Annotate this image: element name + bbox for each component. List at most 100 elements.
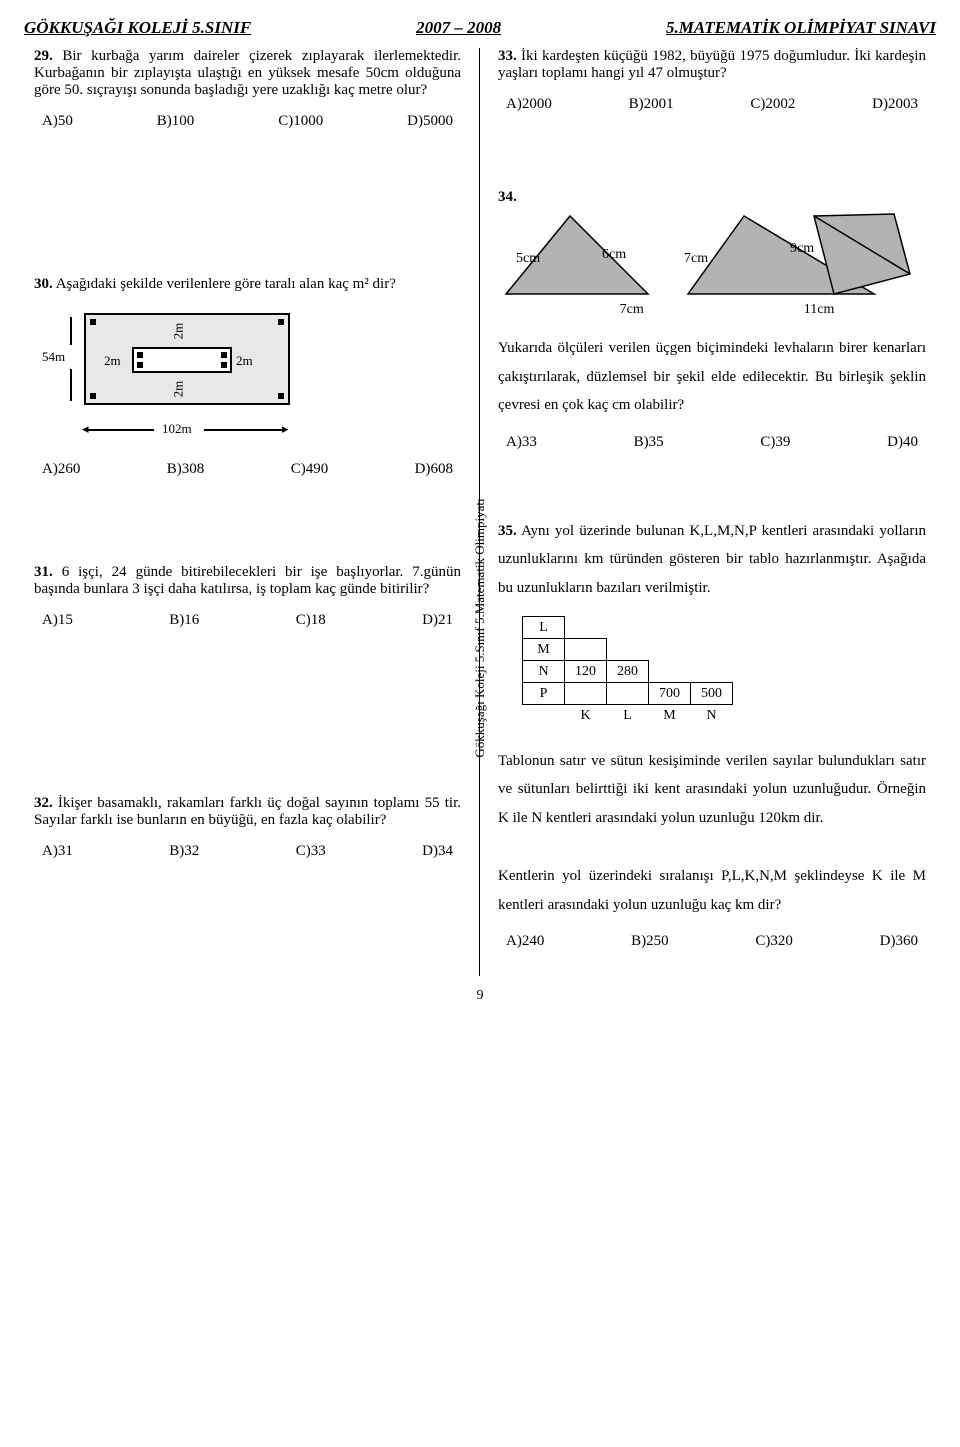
q30-body: Aşağıdaki şekilde verilenlere göre taral… bbox=[56, 276, 396, 292]
q30-number: 30. bbox=[34, 276, 53, 292]
q35-choice-c: C)320 bbox=[755, 933, 793, 950]
q30-label-2m-left: 2m bbox=[104, 353, 121, 369]
q31-choice-a: A)15 bbox=[42, 612, 73, 629]
q32-number: 32. bbox=[34, 795, 53, 811]
q30-choices: A)260 B)308 C)490 D)608 bbox=[34, 461, 461, 478]
q34-t2-right: 9cm bbox=[790, 241, 814, 256]
q33-text: 33. İki kardeşten küçüğü 1982, büyüğü 19… bbox=[498, 48, 926, 82]
col-head-K: K bbox=[565, 705, 607, 727]
q30-choice-d: D)608 bbox=[415, 461, 453, 478]
question-34: 34. 5cm 6cm 7cm 9cm bbox=[498, 189, 926, 451]
q34-t1-base: 7cm bbox=[620, 302, 644, 318]
q34-choice-a: A)33 bbox=[506, 434, 537, 451]
q35-para3: Kentlerin yol üzerindeki sıralanışı P,L,… bbox=[498, 862, 926, 919]
q33-body: İki kardeşten küçüğü 1982, büyüğü 1975 d… bbox=[498, 48, 926, 81]
q35-choices: A)240 B)250 C)320 D)360 bbox=[498, 933, 926, 950]
q31-choice-d: D)21 bbox=[422, 612, 453, 629]
q31-choices: A)15 B)16 C)18 D)21 bbox=[34, 612, 461, 629]
q34-triangle-1: 5cm 6cm bbox=[498, 212, 668, 298]
q34-number: 34. bbox=[498, 189, 517, 205]
col-head-L: L bbox=[607, 705, 649, 727]
q34-choice-c: C)39 bbox=[760, 434, 790, 451]
cell-N-L: 280 bbox=[607, 661, 649, 683]
q29-text: 29. Bir kurbağa yarım daireler çizerek z… bbox=[34, 48, 461, 99]
q32-choice-c: C)33 bbox=[296, 843, 326, 860]
cell-P-M: 700 bbox=[649, 683, 691, 705]
q30-label-2m-bottom: 2m bbox=[170, 381, 186, 398]
q35-choice-b: B)250 bbox=[631, 933, 669, 950]
question-30: 30. Aşağıdaki şekilde verilenlere göre t… bbox=[34, 276, 461, 478]
q32-body: İkişer basamaklı, rakamları farklı üç do… bbox=[34, 795, 461, 828]
q30-figure: 54m 2m 2m 2m 2m 102m ◂ ▸ bbox=[44, 307, 304, 447]
q30-inner-rect bbox=[132, 347, 232, 373]
q34-choice-d: D)40 bbox=[887, 434, 918, 451]
row-head-M: M bbox=[523, 639, 565, 661]
q33-choice-a: A)2000 bbox=[506, 96, 552, 113]
page-header: GÖKKUŞAĞI KOLEJİ 5.SINIF 2007 – 2008 5.M… bbox=[24, 18, 936, 38]
left-column: 29. Bir kurbağa yarım daireler çizerek z… bbox=[24, 48, 480, 976]
q34-choice-b: B)35 bbox=[634, 434, 664, 451]
question-35: 35. Aynı yol üzerinde bulunan K,L,M,N,P … bbox=[498, 517, 926, 951]
q29-choice-a: A)50 bbox=[42, 113, 73, 130]
q32-choice-d: D)34 bbox=[422, 843, 453, 860]
row-head-P: P bbox=[523, 683, 565, 705]
q29-choice-d: D)5000 bbox=[407, 113, 453, 130]
q35-intro-body: Aynı yol üzerinde bulunan K,L,M,N,P kent… bbox=[498, 523, 926, 596]
q34-figure: 5cm 6cm 7cm 9cm bbox=[498, 212, 926, 298]
col-head-M: M bbox=[649, 705, 691, 727]
q35-para2: Tablonun satır ve sütun kesişiminde veri… bbox=[498, 747, 926, 833]
q35-choice-a: A)240 bbox=[506, 933, 544, 950]
q33-choices: A)2000 B)2001 C)2002 D)2003 bbox=[498, 96, 926, 113]
header-right: 5.MATEMATİK OLİMPİYAT SINAVI bbox=[666, 18, 936, 38]
q35-intro: 35. Aynı yol üzerinde bulunan K,L,M,N,P … bbox=[498, 517, 926, 603]
q34-bases: 7cm 11cm bbox=[498, 302, 926, 318]
q31-choice-b: B)16 bbox=[169, 612, 199, 629]
vertical-watermark: Gökkuşağı Koleji 5.Sınıf 5.Matematik Oli… bbox=[472, 498, 488, 757]
q29-choice-b: B)100 bbox=[157, 113, 195, 130]
q34-triangle-2: 7cm 9cm bbox=[684, 212, 914, 298]
cell-P-N: 500 bbox=[691, 683, 733, 705]
question-32: 32. İkişer basamaklı, rakamları farklı ü… bbox=[34, 795, 461, 860]
q30-label-2m-right: 2m bbox=[236, 353, 253, 369]
table-row: L bbox=[523, 617, 733, 639]
q30-label-102m: 102m bbox=[162, 421, 192, 437]
question-29: 29. Bir kurbağa yarım daireler çizerek z… bbox=[34, 48, 461, 130]
q32-text: 32. İkişer basamaklı, rakamları farklı ü… bbox=[34, 795, 461, 829]
q34-t1-left: 5cm bbox=[516, 251, 540, 266]
q29-choice-c: C)1000 bbox=[278, 113, 323, 130]
row-head-L: L bbox=[523, 617, 565, 639]
q30-choice-c: C)490 bbox=[291, 461, 329, 478]
table-row: N 120 280 bbox=[523, 661, 733, 683]
q30-label-54m: 54m bbox=[42, 349, 65, 365]
table-row: K L M N bbox=[523, 705, 733, 727]
q34-body: Yukarıda ölçüleri verilen üçgen biçimind… bbox=[498, 334, 926, 420]
triangle-icon: 7cm 9cm bbox=[684, 212, 914, 298]
q34-t2-base: 11cm bbox=[804, 302, 835, 318]
table-row: P 700 500 bbox=[523, 683, 733, 705]
q32-choice-a: A)31 bbox=[42, 843, 73, 860]
q34-t1-right: 6cm bbox=[602, 247, 626, 262]
q30-text: 30. Aşağıdaki şekilde verilenlere göre t… bbox=[34, 276, 461, 293]
q29-choices: A)50 B)100 C)1000 D)5000 bbox=[34, 113, 461, 130]
q32-choices: A)31 B)32 C)33 D)34 bbox=[34, 843, 461, 860]
q30-choice-b: B)308 bbox=[167, 461, 205, 478]
question-33: 33. İki kardeşten küçüğü 1982, büyüğü 19… bbox=[498, 48, 926, 113]
q34-choices: A)33 B)35 C)39 D)40 bbox=[498, 434, 926, 451]
q32-choice-b: B)32 bbox=[169, 843, 199, 860]
q35-distance-table: L M N 120 280 P 700 500 bbox=[522, 616, 733, 727]
q31-number: 31. bbox=[34, 564, 53, 580]
q31-body: 6 işçi, 24 günde bitirebilecekleri bir i… bbox=[34, 564, 461, 597]
page-number: 9 bbox=[477, 988, 484, 1004]
right-column: 33. İki kardeşten küçüğü 1982, büyüğü 19… bbox=[480, 48, 936, 976]
q35-number: 35. bbox=[498, 523, 517, 539]
q33-choice-b: B)2001 bbox=[629, 96, 674, 113]
q33-number: 33. bbox=[498, 48, 517, 64]
table-row: M bbox=[523, 639, 733, 661]
q34-t2-left: 7cm bbox=[684, 251, 708, 266]
q35-choice-d: D)360 bbox=[880, 933, 918, 950]
q30-choice-a: A)260 bbox=[42, 461, 80, 478]
q31-choice-c: C)18 bbox=[296, 612, 326, 629]
triangle-icon: 5cm 6cm bbox=[498, 212, 668, 298]
row-head-N: N bbox=[523, 661, 565, 683]
header-left: GÖKKUŞAĞI KOLEJİ 5.SINIF bbox=[24, 18, 251, 38]
